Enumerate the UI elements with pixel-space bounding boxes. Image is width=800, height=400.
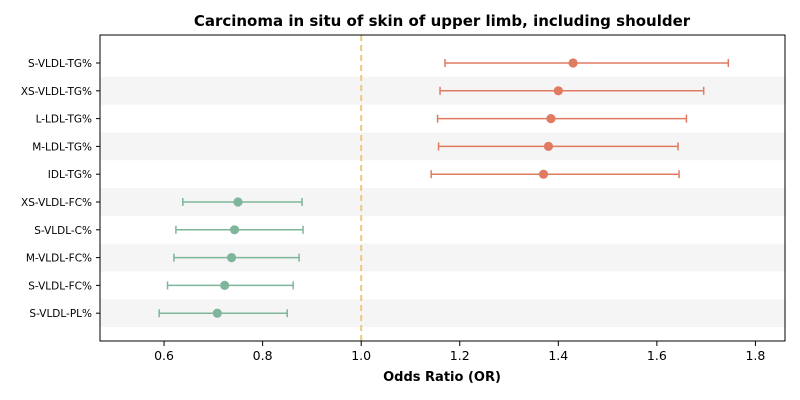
or-point	[568, 58, 578, 68]
or-point	[226, 253, 237, 263]
y-tick-label: XS-VLDL-TG%	[21, 86, 92, 98]
or-point	[553, 86, 563, 96]
y-tick-label: L-LDL-TG%	[36, 114, 92, 126]
y-tick-label: S-VLDL-TG%	[28, 58, 92, 70]
y-tick-label: S-VLDL-FC%	[28, 280, 92, 292]
x-tick-label: 0.6	[154, 348, 174, 363]
or-point	[229, 225, 240, 235]
x-tick-label: 1.2	[450, 348, 470, 363]
confidence-intervals	[158, 59, 730, 318]
odds-ratio-points	[212, 58, 578, 318]
or-point	[233, 197, 243, 207]
x-tick-label: 1.6	[647, 348, 667, 363]
x-tick-label: 1.0	[351, 348, 371, 363]
or-point	[546, 114, 556, 124]
y-tick-label: XS-VLDL-FC%	[21, 197, 92, 209]
or-point	[538, 169, 549, 179]
y-axis: S-VLDL-TG% XS-VLDL-TG% L-LDL-TG% M-LDL-TG% I…	[21, 58, 100, 320]
y-tick-label: S-VLDL-PL%	[29, 308, 92, 320]
or-point	[212, 308, 222, 318]
plot-frame	[99, 34, 786, 342]
y-tick-label: M-VLDL-FC%	[26, 253, 92, 265]
x-tick-label: 0.8	[253, 348, 273, 363]
y-tick-label: IDL-TG%	[48, 169, 92, 181]
x-tick-label: 1.8	[745, 348, 765, 363]
x-axis-label: Odds Ratio (OR)	[383, 370, 501, 385]
y-tick-label: S-VLDL-C%	[34, 225, 92, 237]
chart-title: Carcinoma in situ of skin of upper limb,…	[194, 12, 691, 30]
x-axis: 0.6 0.8 1.0 1.2 1.4 1.6 1.8	[154, 341, 765, 363]
y-tick-label: M-LDL-TG%	[32, 141, 92, 153]
x-tick-label: 1.4	[548, 348, 568, 363]
or-point	[543, 141, 554, 151]
or-point	[220, 280, 230, 290]
